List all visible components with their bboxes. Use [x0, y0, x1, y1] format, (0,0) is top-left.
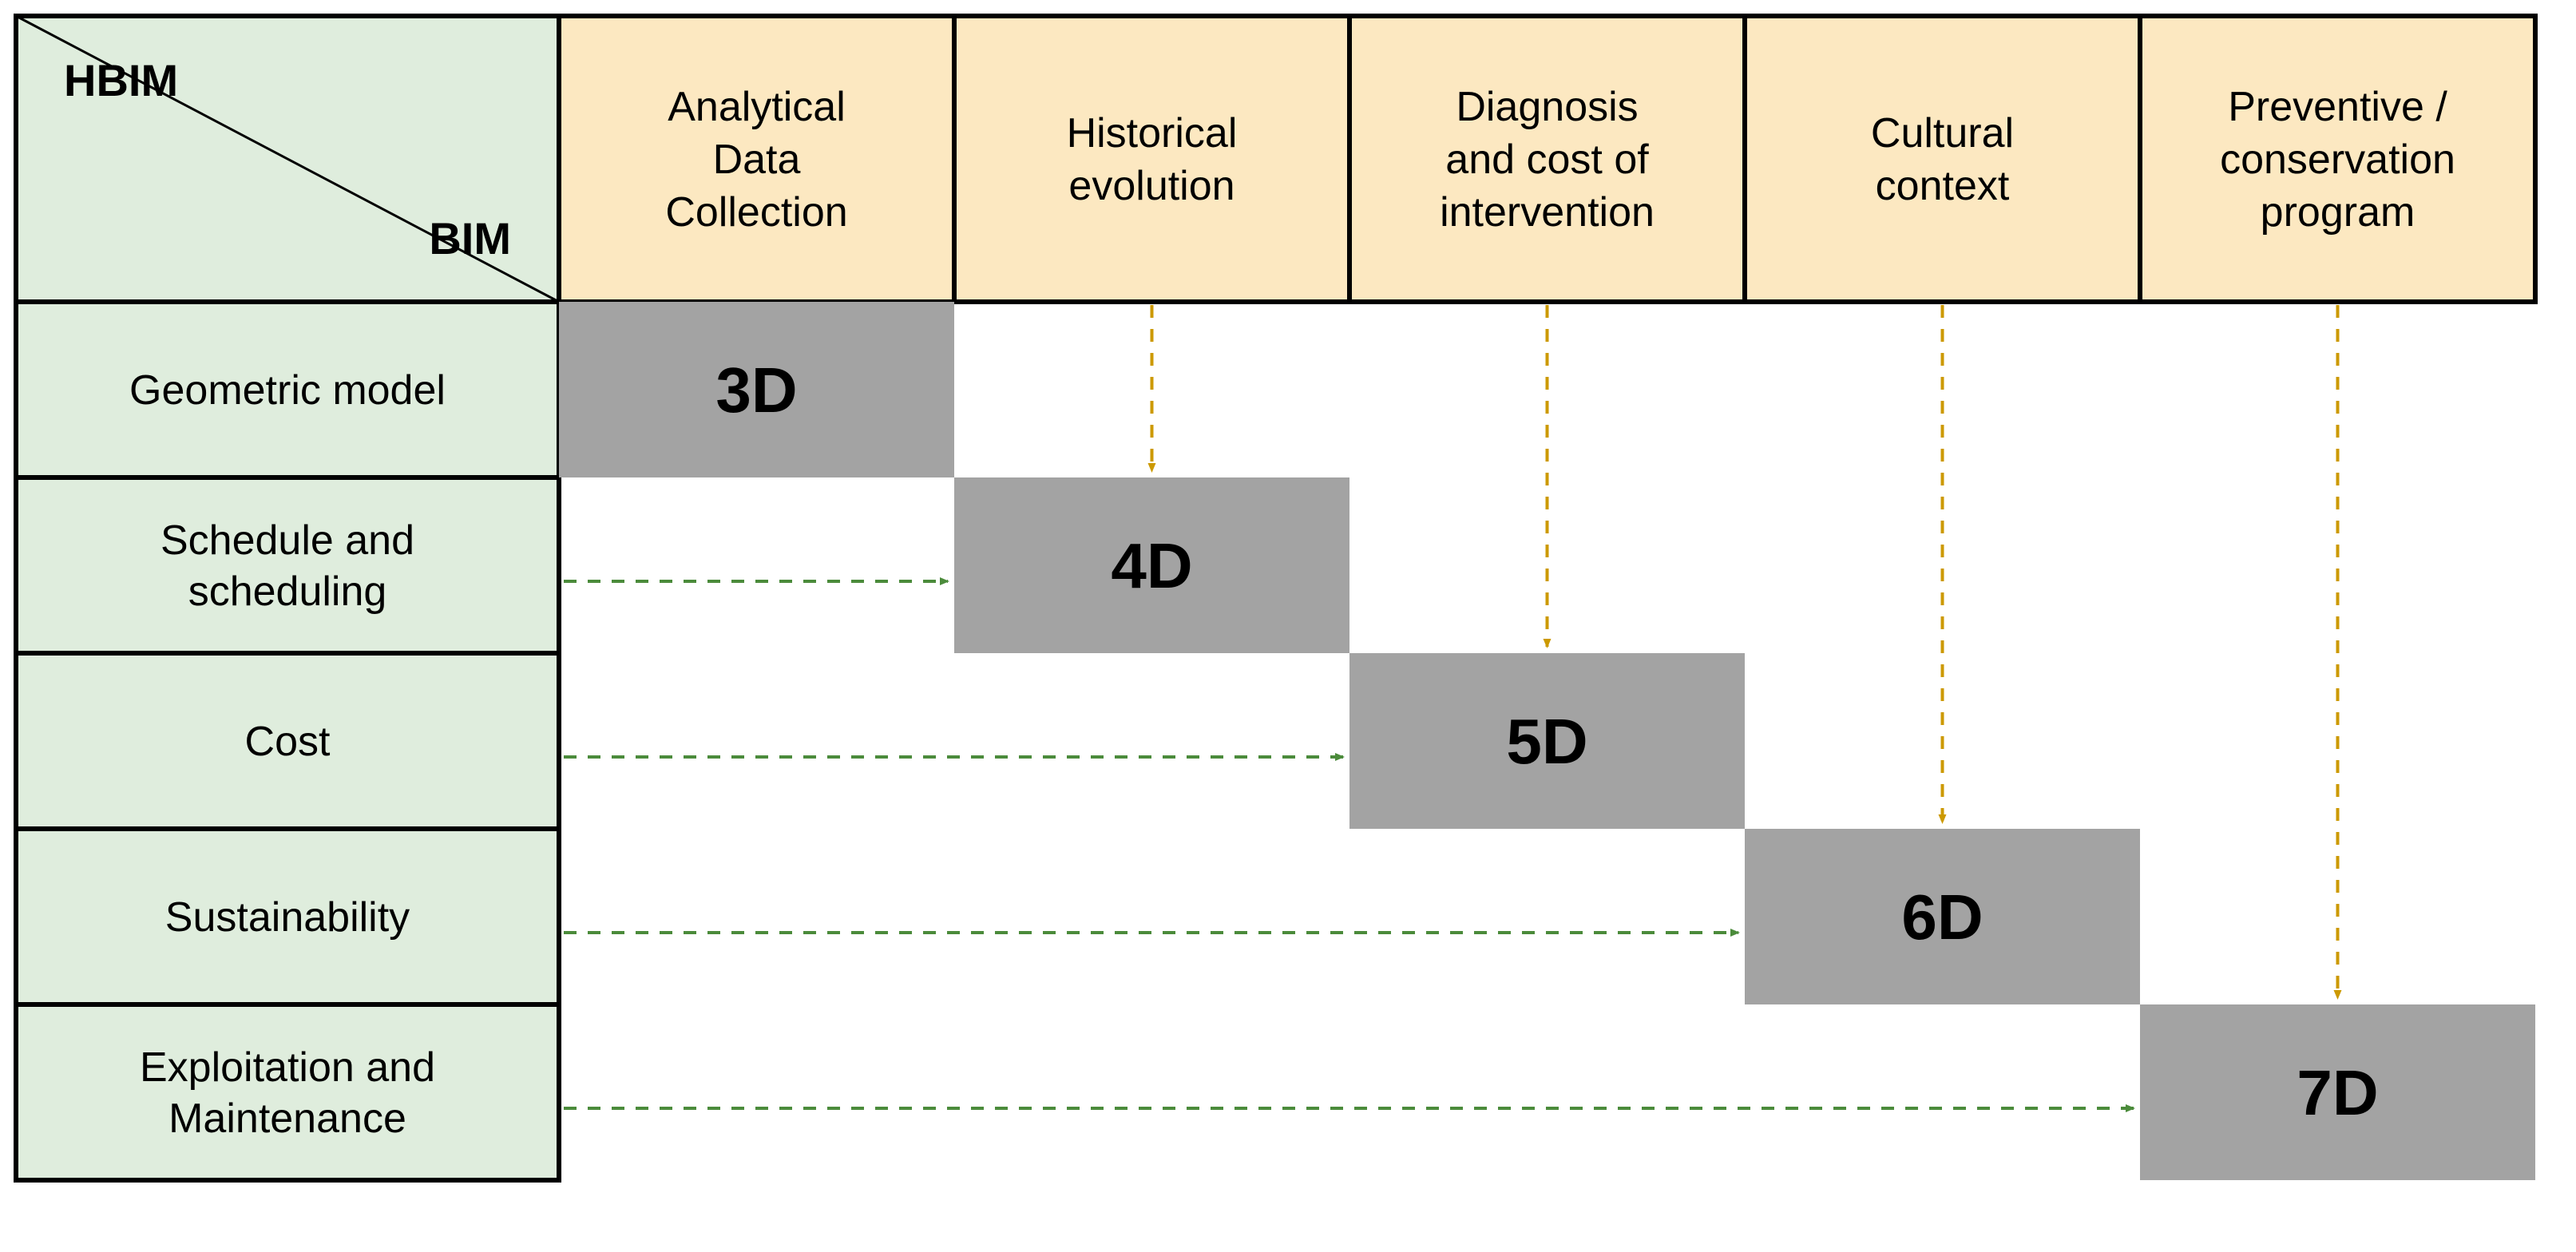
- row-label-4: Exploitation and Maintenance: [16, 1004, 559, 1180]
- dim-box-3: 6D: [1745, 829, 2140, 1004]
- row-label-1-line-1: scheduling: [188, 569, 387, 615]
- row-label-4-line-0: Exploitation and: [140, 1044, 435, 1091]
- header-col-2-line-2: intervention: [1440, 189, 1655, 236]
- dim-box-2: 5D: [1349, 653, 1745, 829]
- dim-label-3: 6D: [1901, 882, 1983, 953]
- dim-label-0: 3D: [715, 355, 797, 426]
- header-col-4-line-1: conservation: [2220, 137, 2455, 183]
- corner-cell: HBIM BIM: [16, 16, 559, 302]
- header-col-0-line-2: Collection: [665, 189, 847, 236]
- header-col-4-line-0: Preventive /: [2228, 84, 2447, 130]
- corner-label-bim: BIM: [429, 213, 511, 263]
- row-label-3: Sustainability: [16, 829, 559, 1004]
- row-label-2-line-0: Cost: [245, 719, 331, 765]
- header-col-1-line-1: evolution: [1068, 163, 1234, 209]
- header-col-4: Preventive / conservation program: [2140, 16, 2535, 302]
- dim-box-0: 3D: [559, 302, 954, 477]
- header-col-3: Cultural context: [1745, 16, 2140, 302]
- dim-label-2: 5D: [1506, 706, 1587, 777]
- header-col-3-line-1: context: [1876, 163, 2010, 209]
- dim-box-1: 4D: [954, 477, 1349, 653]
- header-col-2: Diagnosis and cost of intervention: [1349, 16, 1745, 302]
- header-col-3-line-0: Cultural: [1871, 110, 2014, 156]
- row-label-0: Geometric model: [16, 302, 559, 477]
- header-col-0: Analytical Data Collection: [559, 16, 954, 302]
- corner-label-hbim: HBIM: [64, 55, 178, 105]
- dim-label-4: 7D: [2297, 1057, 2378, 1128]
- header-col-0-line-1: Data: [713, 137, 801, 183]
- row-label-3-line-0: Sustainability: [165, 894, 410, 941]
- header-col-1: Historical evolution: [954, 16, 1349, 302]
- dim-label-1: 4D: [1111, 530, 1192, 601]
- row-label-1-line-0: Schedule and: [161, 517, 414, 564]
- row-label-4-line-1: Maintenance: [168, 1096, 406, 1142]
- row-label-0-line-0: Geometric model: [129, 367, 446, 414]
- header-col-2-line-0: Diagnosis: [1456, 84, 1638, 130]
- header-col-4-line-2: program: [2261, 189, 2415, 236]
- dim-box-4: 7D: [2140, 1004, 2535, 1180]
- header-col-1-line-0: Historical: [1067, 110, 1238, 156]
- header-col-0-line-0: Analytical: [668, 84, 846, 130]
- header-col-2-line-1: and cost of: [1445, 137, 1649, 183]
- row-label-1: Schedule and scheduling: [16, 477, 559, 653]
- row-label-2: Cost: [16, 653, 559, 829]
- hbim-bim-diagram: HBIM BIM Analytical Data Collection Historica…: [0, 0, 2576, 1252]
